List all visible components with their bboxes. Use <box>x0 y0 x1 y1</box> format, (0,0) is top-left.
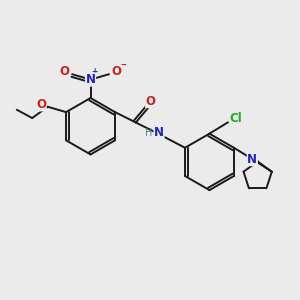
Text: H: H <box>145 128 152 138</box>
Text: O: O <box>146 94 156 108</box>
Text: O: O <box>60 65 70 78</box>
Text: O: O <box>36 98 46 111</box>
Text: +: + <box>91 67 97 76</box>
Text: N: N <box>247 153 257 166</box>
Text: N: N <box>154 126 164 140</box>
Text: O: O <box>111 65 122 78</box>
Text: O: O <box>36 98 46 111</box>
Text: O: O <box>111 65 122 78</box>
Text: N: N <box>247 153 257 166</box>
Text: O: O <box>60 65 70 78</box>
Text: Cl: Cl <box>230 112 243 125</box>
Text: N: N <box>154 126 164 140</box>
Text: −: − <box>119 60 127 70</box>
Text: N: N <box>85 73 96 86</box>
Text: N: N <box>85 73 96 86</box>
Text: O: O <box>146 94 156 108</box>
